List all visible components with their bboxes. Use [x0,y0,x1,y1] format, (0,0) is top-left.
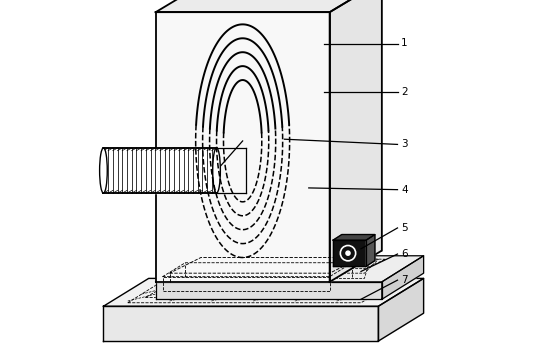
Text: 1: 1 [401,39,407,48]
Text: 5: 5 [401,223,407,233]
Ellipse shape [100,148,107,193]
Polygon shape [104,278,423,306]
Polygon shape [155,12,329,282]
Polygon shape [333,235,375,240]
Circle shape [346,251,350,255]
Polygon shape [366,235,375,266]
Polygon shape [104,148,217,193]
Text: 3: 3 [401,140,407,149]
Polygon shape [104,306,379,341]
Text: 4: 4 [401,185,407,195]
Polygon shape [155,256,423,282]
Text: 2: 2 [401,87,407,97]
Polygon shape [155,282,382,299]
Polygon shape [329,0,382,282]
Polygon shape [333,240,366,266]
Polygon shape [379,278,423,341]
Text: 6: 6 [401,249,407,259]
Text: 7: 7 [401,275,407,285]
Ellipse shape [213,148,221,193]
Polygon shape [382,256,423,299]
Polygon shape [155,0,382,12]
